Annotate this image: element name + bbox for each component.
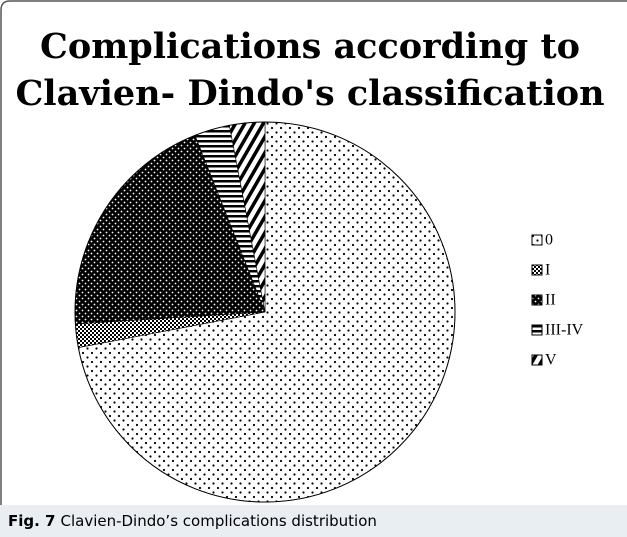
chart-title: Complications according to	[40, 26, 580, 67]
pie-outline	[74, 121, 456, 503]
legend-swatch	[531, 354, 543, 366]
legend-swatch	[531, 264, 543, 276]
legend-swatch	[531, 234, 543, 246]
legend-swatch	[531, 324, 543, 336]
caption: Fig. 7 Clavien-Dindo’s complications dist…	[8, 512, 377, 530]
legend-swatch	[531, 294, 543, 306]
caption-label: Fig. 7	[8, 512, 55, 530]
caption-text: Clavien-Dindo’s complications distributi…	[60, 512, 376, 530]
legend-label: 0	[545, 232, 553, 249]
frame	[0, 0, 627, 505]
legend-label: V	[545, 352, 557, 369]
chart-title: Clavien- Dindo's classification	[15, 73, 604, 114]
caption-bar	[0, 505, 627, 537]
legend-label: II	[545, 292, 556, 309]
legend-label: III-IV	[545, 322, 584, 339]
legend-label: I	[545, 262, 550, 279]
